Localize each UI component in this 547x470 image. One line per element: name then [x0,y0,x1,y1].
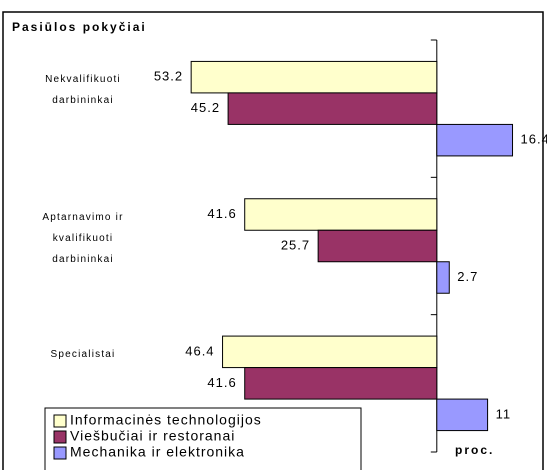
bar [190,60,438,94]
category-label: Aptarnavimo ir kvalifikuoti darbininkai [42,211,124,265]
category-label: Nekvalifikuoti darbininkai [45,74,121,107]
bar [317,229,438,263]
bar [222,335,438,369]
bar [436,261,450,294]
bar [436,123,514,157]
legend-label: Mechanika ir elektronika [70,444,245,460]
legend-label: Informacinės technologijos [70,412,262,428]
legend-swatch [53,446,67,460]
legend-box [44,407,362,470]
chart-title: Pasiūlos pokyčiai [12,20,147,34]
value-label: 45.2 [191,100,220,115]
frame [2,11,544,470]
x-axis-label: proc. [455,443,494,457]
value-label: 41.6 [207,206,236,221]
value-label: 25.7 [281,237,310,252]
bar [244,198,438,231]
bar [436,398,489,432]
value-label: 2.7 [457,269,478,284]
value-label: 16.4 [521,132,547,147]
value-label: 11 [496,406,512,421]
value-label: 53.2 [154,69,183,84]
legend-label: Viešbučiai ir restoranai [70,428,235,444]
category-label: Specialistai [50,349,116,361]
legend-swatch [53,414,67,428]
value-label: 46.4 [185,343,214,358]
legend-swatch [53,430,67,444]
bar [244,367,438,400]
bar [227,92,438,125]
value-label: 41.6 [207,375,236,390]
